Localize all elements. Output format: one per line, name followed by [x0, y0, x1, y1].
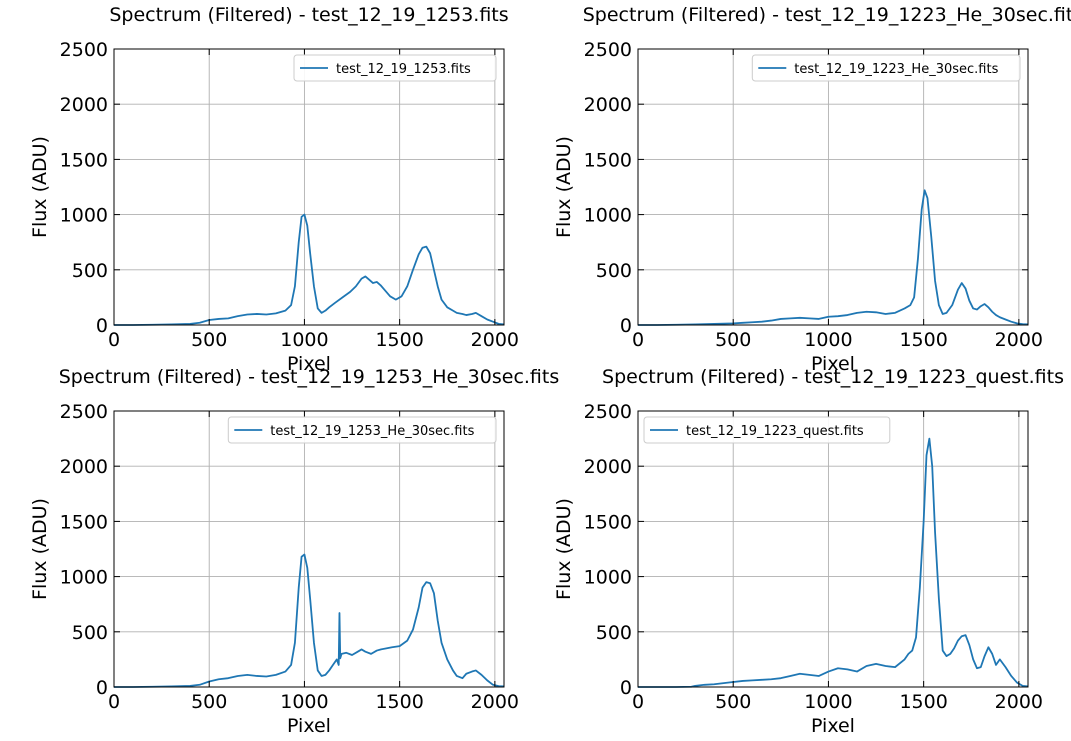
y-tick-label: 1500 — [60, 149, 108, 171]
x-axis-label: Pixel — [287, 715, 331, 737]
legend: test_12_19_1253_He_30sec.fits — [227, 416, 497, 444]
y-axis-label: Flux (ADU) — [553, 136, 575, 238]
series-line — [114, 213, 505, 326]
x-tick-label: 1000 — [280, 691, 328, 713]
y-tick-label: 2500 — [60, 401, 108, 423]
y-tick-label: 0 — [96, 315, 108, 337]
y-tick-label: 2000 — [584, 94, 632, 116]
y-tick-label: 500 — [596, 622, 632, 644]
y-tick-label: 1500 — [60, 511, 108, 533]
x-tick-label: 2000 — [995, 691, 1043, 713]
y-tick-label: 2000 — [584, 456, 632, 478]
legend-label: test_12_19_1253.fits — [336, 62, 471, 77]
x-axis-label: Pixel — [287, 353, 331, 375]
y-tick-label: 0 — [620, 315, 632, 337]
x-tick-label: 1500 — [899, 691, 947, 713]
x-tick-label: 1500 — [375, 691, 423, 713]
x-tick-label: 0 — [108, 329, 120, 351]
y-axis-label: Flux (ADU) — [553, 498, 575, 600]
x-tick-label: 1500 — [899, 329, 947, 351]
y-tick-label: 500 — [72, 622, 108, 644]
legend-label: test_12_19_1223_quest.fits — [686, 424, 864, 439]
y-tick-label: 1000 — [60, 205, 108, 227]
x-tick-label: 2000 — [471, 691, 519, 713]
x-tick-label: 1000 — [280, 329, 328, 351]
y-axis-label: Flux (ADU) — [29, 498, 51, 600]
y-tick-label: 2500 — [584, 401, 632, 423]
x-tick-label: 2000 — [471, 329, 519, 351]
chart-title: Spectrum (Filtered) - test_12_19_1223_He… — [583, 4, 1071, 26]
legend: test_12_19_1223_quest.fits — [643, 416, 891, 444]
legend: test_12_19_1253.fits — [293, 54, 497, 82]
x-axis-label: Pixel — [811, 715, 855, 737]
y-tick-label: 2000 — [60, 456, 108, 478]
x-tick-label: 500 — [191, 329, 227, 351]
legend-box — [227, 416, 497, 444]
x-tick-label: 0 — [108, 691, 120, 713]
legend-box — [643, 416, 891, 444]
x-tick-label: 500 — [715, 329, 751, 351]
y-tick-label: 2000 — [60, 94, 108, 116]
legend-box — [751, 54, 1021, 82]
series-line — [638, 437, 1029, 688]
chart-panel-1: 0 500 1000 1500 2000 0 500 1000 1500 2000 2500 Pixe… — [29, 4, 519, 375]
axes-frame — [637, 410, 1029, 688]
chart-panel-3: 0 500 1000 1500 2000 0 500 1000 1500 2000 2500 Pixe… — [29, 366, 559, 737]
chart-title: Spectrum (Filtered) - test_12_19_1253_He… — [59, 366, 560, 388]
chart-panel-2: 0 500 1000 1500 2000 0 500 1000 1500 2000 2500 Pixe… — [553, 4, 1071, 375]
y-tick-label: 1000 — [584, 205, 632, 227]
axes-frame — [113, 410, 505, 688]
x-tick-label: 1000 — [804, 329, 852, 351]
y-tick-label: 500 — [72, 260, 108, 282]
y-tick-label: 1500 — [584, 149, 632, 171]
legend-box — [293, 54, 497, 82]
chart-title: Spectrum (Filtered) - test_12_19_1223_qu… — [602, 366, 1064, 388]
x-axis-label: Pixel — [811, 353, 855, 375]
series-line — [638, 189, 1029, 326]
y-tick-label: 500 — [596, 260, 632, 282]
y-tick-label: 2500 — [584, 39, 632, 61]
chart-title: Spectrum (Filtered) - test_12_19_1253.fi… — [109, 4, 508, 26]
x-tick-label: 1500 — [375, 329, 423, 351]
y-tick-label: 1000 — [60, 567, 108, 589]
y-tick-label: 1000 — [584, 567, 632, 589]
legend: test_12_19_1223_He_30sec.fits — [751, 54, 1021, 82]
axes-frame — [637, 48, 1029, 326]
y-tick-label: 0 — [620, 677, 632, 699]
x-tick-label: 500 — [191, 691, 227, 713]
y-tick-label: 2500 — [60, 39, 108, 61]
series-line — [114, 553, 505, 688]
x-tick-label: 2000 — [995, 329, 1043, 351]
x-tick-label: 1000 — [804, 691, 852, 713]
y-axis-label: Flux (ADU) — [29, 136, 51, 238]
x-tick-label: 0 — [632, 329, 644, 351]
axes-frame — [113, 48, 505, 326]
chart-panel-4: 0 500 1000 1500 2000 0 500 1000 1500 2000 2500 Pixe… — [553, 366, 1064, 737]
x-tick-label: 500 — [715, 691, 751, 713]
legend-label: test_12_19_1253_He_30sec.fits — [270, 424, 474, 439]
x-tick-label: 0 — [632, 691, 644, 713]
y-tick-label: 1500 — [584, 511, 632, 533]
legend-label: test_12_19_1223_He_30sec.fits — [794, 62, 998, 77]
y-tick-label: 0 — [96, 677, 108, 699]
